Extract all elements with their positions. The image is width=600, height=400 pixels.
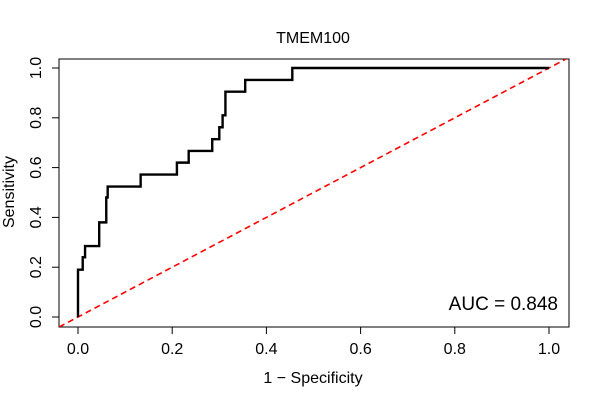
y-tick-label: 0.6 [28, 156, 45, 178]
x-axis-title: 1 − Specificity [263, 370, 362, 387]
x-tick-label: 0.0 [67, 341, 89, 358]
y-tick-label: 1.0 [28, 57, 45, 79]
x-tick-label: 0.4 [255, 341, 277, 358]
x-tick-label: 0.8 [444, 341, 466, 358]
chart-title: TMEM100 [276, 30, 350, 47]
x-tick-label: 0.2 [161, 341, 183, 358]
roc-curve-line [76, 66, 549, 317]
y-tick-label: 0.8 [28, 107, 45, 129]
auc-annotation: AUC = 0.848 [449, 294, 558, 315]
y-tick-label: 0.4 [28, 206, 45, 228]
x-tick-label: 1.0 [538, 341, 560, 358]
y-tick-label: 0.0 [28, 306, 45, 328]
y-tick-label: 0.2 [28, 256, 45, 278]
plot-frame [58, 58, 570, 328]
x-tick-label: 0.6 [349, 341, 371, 358]
y-axis-title: Sensitivity [1, 156, 18, 228]
reference-diagonal-line [59, 59, 568, 327]
